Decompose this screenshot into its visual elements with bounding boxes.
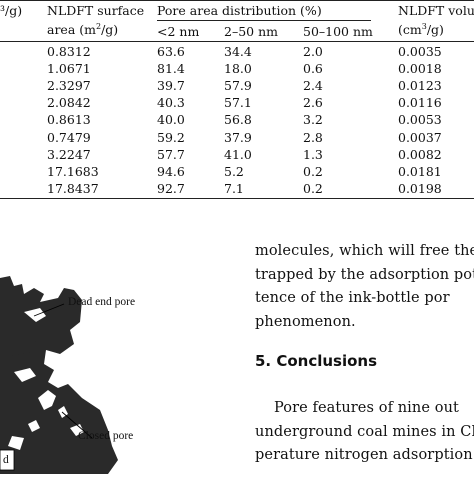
table-cell: 56.8 <box>224 112 252 128</box>
table-cell: 2.6 <box>303 95 323 111</box>
table-cell: 94.6 <box>157 163 185 179</box>
section-heading-conclusions: 5. Conclusions <box>255 352 378 370</box>
pore-figure: Dead end pore Closed pore d <box>0 260 180 474</box>
table-cell: 3.2 <box>303 112 323 128</box>
table-cell: 3.2247 <box>47 146 91 162</box>
dead-end-pointer <box>33 303 65 317</box>
table-cell: 81.4 <box>157 61 185 77</box>
header-sub-2-50: 2–50 nm <box>224 24 278 39</box>
table-cell: 0.0018 <box>398 61 442 77</box>
closed-pore-pointer <box>61 411 93 439</box>
header-bottom-rule <box>0 41 474 42</box>
text-line-5: Pore features of nine out <box>274 400 459 416</box>
table-cell: 41.0 <box>224 146 252 162</box>
table-cell: 2.4 <box>303 78 323 94</box>
header-volume-line1: NLDFT volum <box>398 3 474 18</box>
table-cell: 40.0 <box>157 112 185 128</box>
header-sub-50-100: 50–100 nm <box>303 24 373 39</box>
dead-end-pore-void <box>24 308 46 322</box>
table-cell: 0.8312 <box>47 44 91 59</box>
table-cell: 2.0 <box>303 44 323 59</box>
header-pore-rule <box>157 20 371 21</box>
label-box <box>0 449 15 471</box>
table-cell: 1.3 <box>303 146 323 162</box>
table-cell: 0.2 <box>303 163 323 179</box>
header-pore-distribution: Pore area distribution (%) <box>157 3 322 18</box>
table-cell: 0.0082 <box>398 146 442 162</box>
table-cell: 0.0198 <box>398 180 442 196</box>
table-cell: 18.0 <box>224 61 252 77</box>
table-cell: 0.8613 <box>47 112 91 128</box>
label-partial: d <box>3 454 9 466</box>
table-cell: 0.0181 <box>398 163 442 179</box>
table-cell: 2.3297 <box>47 78 91 94</box>
text-line-6: underground coal mines in Ch <box>255 424 474 440</box>
table-cell: 57.9 <box>224 78 252 94</box>
table-cell: 17.8437 <box>47 180 99 196</box>
table-cell: 1.0671 <box>47 61 91 77</box>
header-surface-line2: area (m2/g) <box>47 22 119 38</box>
table-cell: 7.1 <box>224 180 244 196</box>
table-cell: 0.6 <box>303 61 323 77</box>
pore-schematic <box>0 276 118 474</box>
table-cell: 39.7 <box>157 78 185 94</box>
text-line-7: perature nitrogen adsorption t <box>255 447 474 463</box>
header-volume-line2: (cm3/g) <box>398 22 444 38</box>
header-surface-line1: NLDFT surface <box>47 3 145 18</box>
table-cell: 37.9 <box>224 129 252 145</box>
table-cell: 0.7479 <box>47 129 91 145</box>
header-surface-area: NLDFT surface area (m2/g) <box>47 3 144 38</box>
label-closed-pore: Closed pore <box>78 430 134 442</box>
text-line-4: phenomenon. <box>255 314 356 330</box>
text-line-1: molecules, which will free the <box>255 243 474 259</box>
table-cell: 34.4 <box>224 44 252 59</box>
table-cell: 0.0053 <box>398 112 442 128</box>
table-bottom-rule <box>0 198 474 199</box>
header-sub-lt2: <2 nm <box>157 24 200 39</box>
label-dead-end-pore: Dead end pore <box>68 296 136 308</box>
table-cell: 0.0037 <box>398 129 442 145</box>
table-cell: 92.7 <box>157 180 185 196</box>
table-cell: 0.0116 <box>398 95 442 111</box>
table-cell: 57.1 <box>224 95 252 111</box>
table-cell: 5.2 <box>224 163 244 179</box>
table-cell: 2.8 <box>303 129 323 145</box>
text-line-2: trapped by the adsorption pot <box>255 267 474 283</box>
table-top-rule <box>0 0 474 1</box>
table-cell: 0.0035 <box>398 44 442 59</box>
text-line-3: tence of the ink-bottle por <box>255 290 450 306</box>
header-volume: NLDFT volum (cm3/g) <box>398 3 474 38</box>
table-cell: 40.3 <box>157 95 185 111</box>
table-cell: 57.7 <box>157 146 185 162</box>
table-cell: 0.2 <box>303 180 323 196</box>
table-cell: 63.6 <box>157 44 185 59</box>
header-col0-unit: ³/g) <box>0 3 23 18</box>
table-cell: 17.1683 <box>47 163 99 179</box>
table-cell: 59.2 <box>157 129 185 145</box>
table-cell: 2.0842 <box>47 95 91 111</box>
table-cell: 0.0123 <box>398 78 442 94</box>
